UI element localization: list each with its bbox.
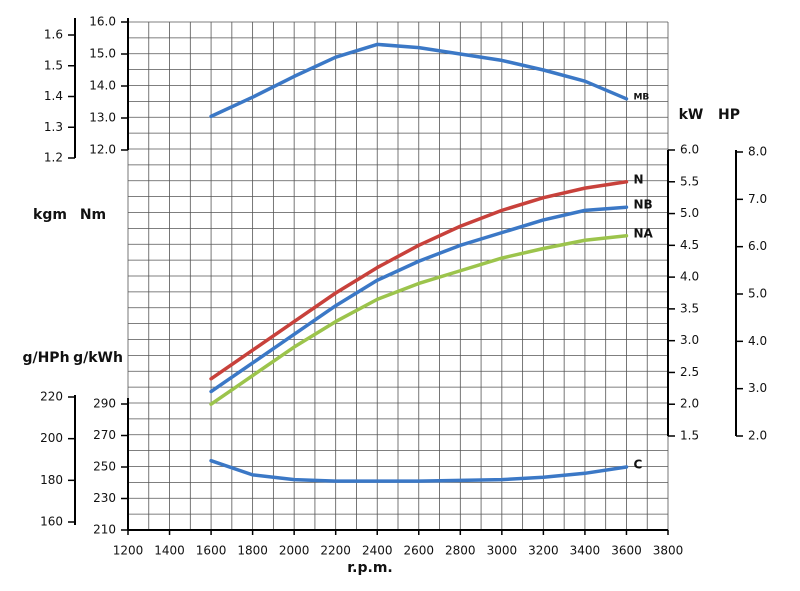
- y-tick-label: 13.0: [89, 111, 116, 125]
- y-tick-label: 3.0: [680, 333, 699, 347]
- y-axis-label: g/HPh: [22, 350, 69, 366]
- series-line: [209, 205, 629, 394]
- y-tick-label: 1.2: [44, 151, 63, 165]
- y-tick-label: 210: [93, 523, 116, 537]
- y-tick-label: 6.0: [748, 239, 767, 253]
- y-tick-label: 180: [40, 473, 63, 487]
- y-tick-label: 12.0: [89, 143, 116, 157]
- y-tick-label: 3.0: [748, 381, 767, 395]
- x-tick-label: 3200: [528, 544, 559, 558]
- y-tick-label: 5.0: [748, 287, 767, 301]
- x-axis-label: r.p.m.: [347, 560, 392, 576]
- y-tick-label: 1.5: [44, 58, 63, 72]
- y-tick-label: 250: [93, 460, 116, 474]
- y-tick-label: 3.5: [680, 301, 699, 315]
- y-tick-label: 2.0: [748, 429, 767, 443]
- x-tick-label: 1800: [237, 544, 268, 558]
- y-tick-label: 16.0: [89, 15, 116, 29]
- x-tick-label: 2600: [403, 544, 434, 558]
- y-axis-label: kgm: [33, 207, 67, 223]
- x-tick-label: 3800: [653, 544, 684, 558]
- x-tick-label: 2800: [445, 544, 476, 558]
- y-tick-label: 7.0: [748, 192, 767, 206]
- series-line: [209, 180, 629, 381]
- y-tick-label: 230: [93, 491, 116, 505]
- x-tick-label: 2200: [320, 544, 351, 558]
- x-tick-label: 1200: [113, 544, 144, 558]
- y-tick-label: 290: [93, 397, 116, 411]
- y-tick-label: 5.5: [680, 174, 699, 188]
- y-tick-label: 2.5: [680, 365, 699, 379]
- x-tick-label: 3600: [611, 544, 642, 558]
- y-tick-label: 270: [93, 428, 116, 442]
- x-tick-label: 1400: [154, 544, 185, 558]
- x-tick-label: 2000: [279, 544, 310, 558]
- y-tick-label: 1.6: [44, 28, 63, 42]
- y-axis-label: Nm: [80, 207, 106, 223]
- y-tick-label: 160: [40, 515, 63, 529]
- y-tick-label: 1.5: [680, 429, 699, 443]
- y-tick-label: 1.3: [44, 120, 63, 134]
- x-tick-label: 2400: [362, 544, 393, 558]
- series-label: MB: [633, 92, 649, 102]
- y-tick-label: 5.0: [680, 206, 699, 220]
- y-tick-label: 15.0: [89, 47, 116, 61]
- series-label: N: [633, 172, 643, 186]
- y-axis-label: HP: [718, 107, 740, 123]
- y-tick-label: 4.0: [680, 270, 699, 284]
- x-tick-label: 1600: [196, 544, 227, 558]
- x-tick-label: 3400: [570, 544, 601, 558]
- series-line: [209, 458, 629, 483]
- y-tick-label: 200: [40, 431, 63, 445]
- y-tick-label: 8.0: [748, 145, 767, 159]
- y-tick-label: 4.5: [680, 238, 699, 252]
- y-axis-label: g/kWh: [73, 350, 123, 366]
- series-line: [209, 234, 629, 406]
- y-tick-label: 1.4: [44, 89, 63, 103]
- series-label: NA: [633, 226, 653, 240]
- y-tick-label: 220: [40, 390, 63, 404]
- y-axis-label: kW: [679, 107, 704, 123]
- series-line: [209, 42, 629, 119]
- y-tick-label: 2.0: [680, 397, 699, 411]
- y-tick-label: 4.0: [748, 334, 767, 348]
- y-tick-label: 6.0: [680, 143, 699, 157]
- x-tick-label: 3000: [487, 544, 518, 558]
- y-tick-label: 14.0: [89, 79, 116, 93]
- series-label: C: [633, 458, 642, 472]
- series-label: NB: [633, 198, 652, 212]
